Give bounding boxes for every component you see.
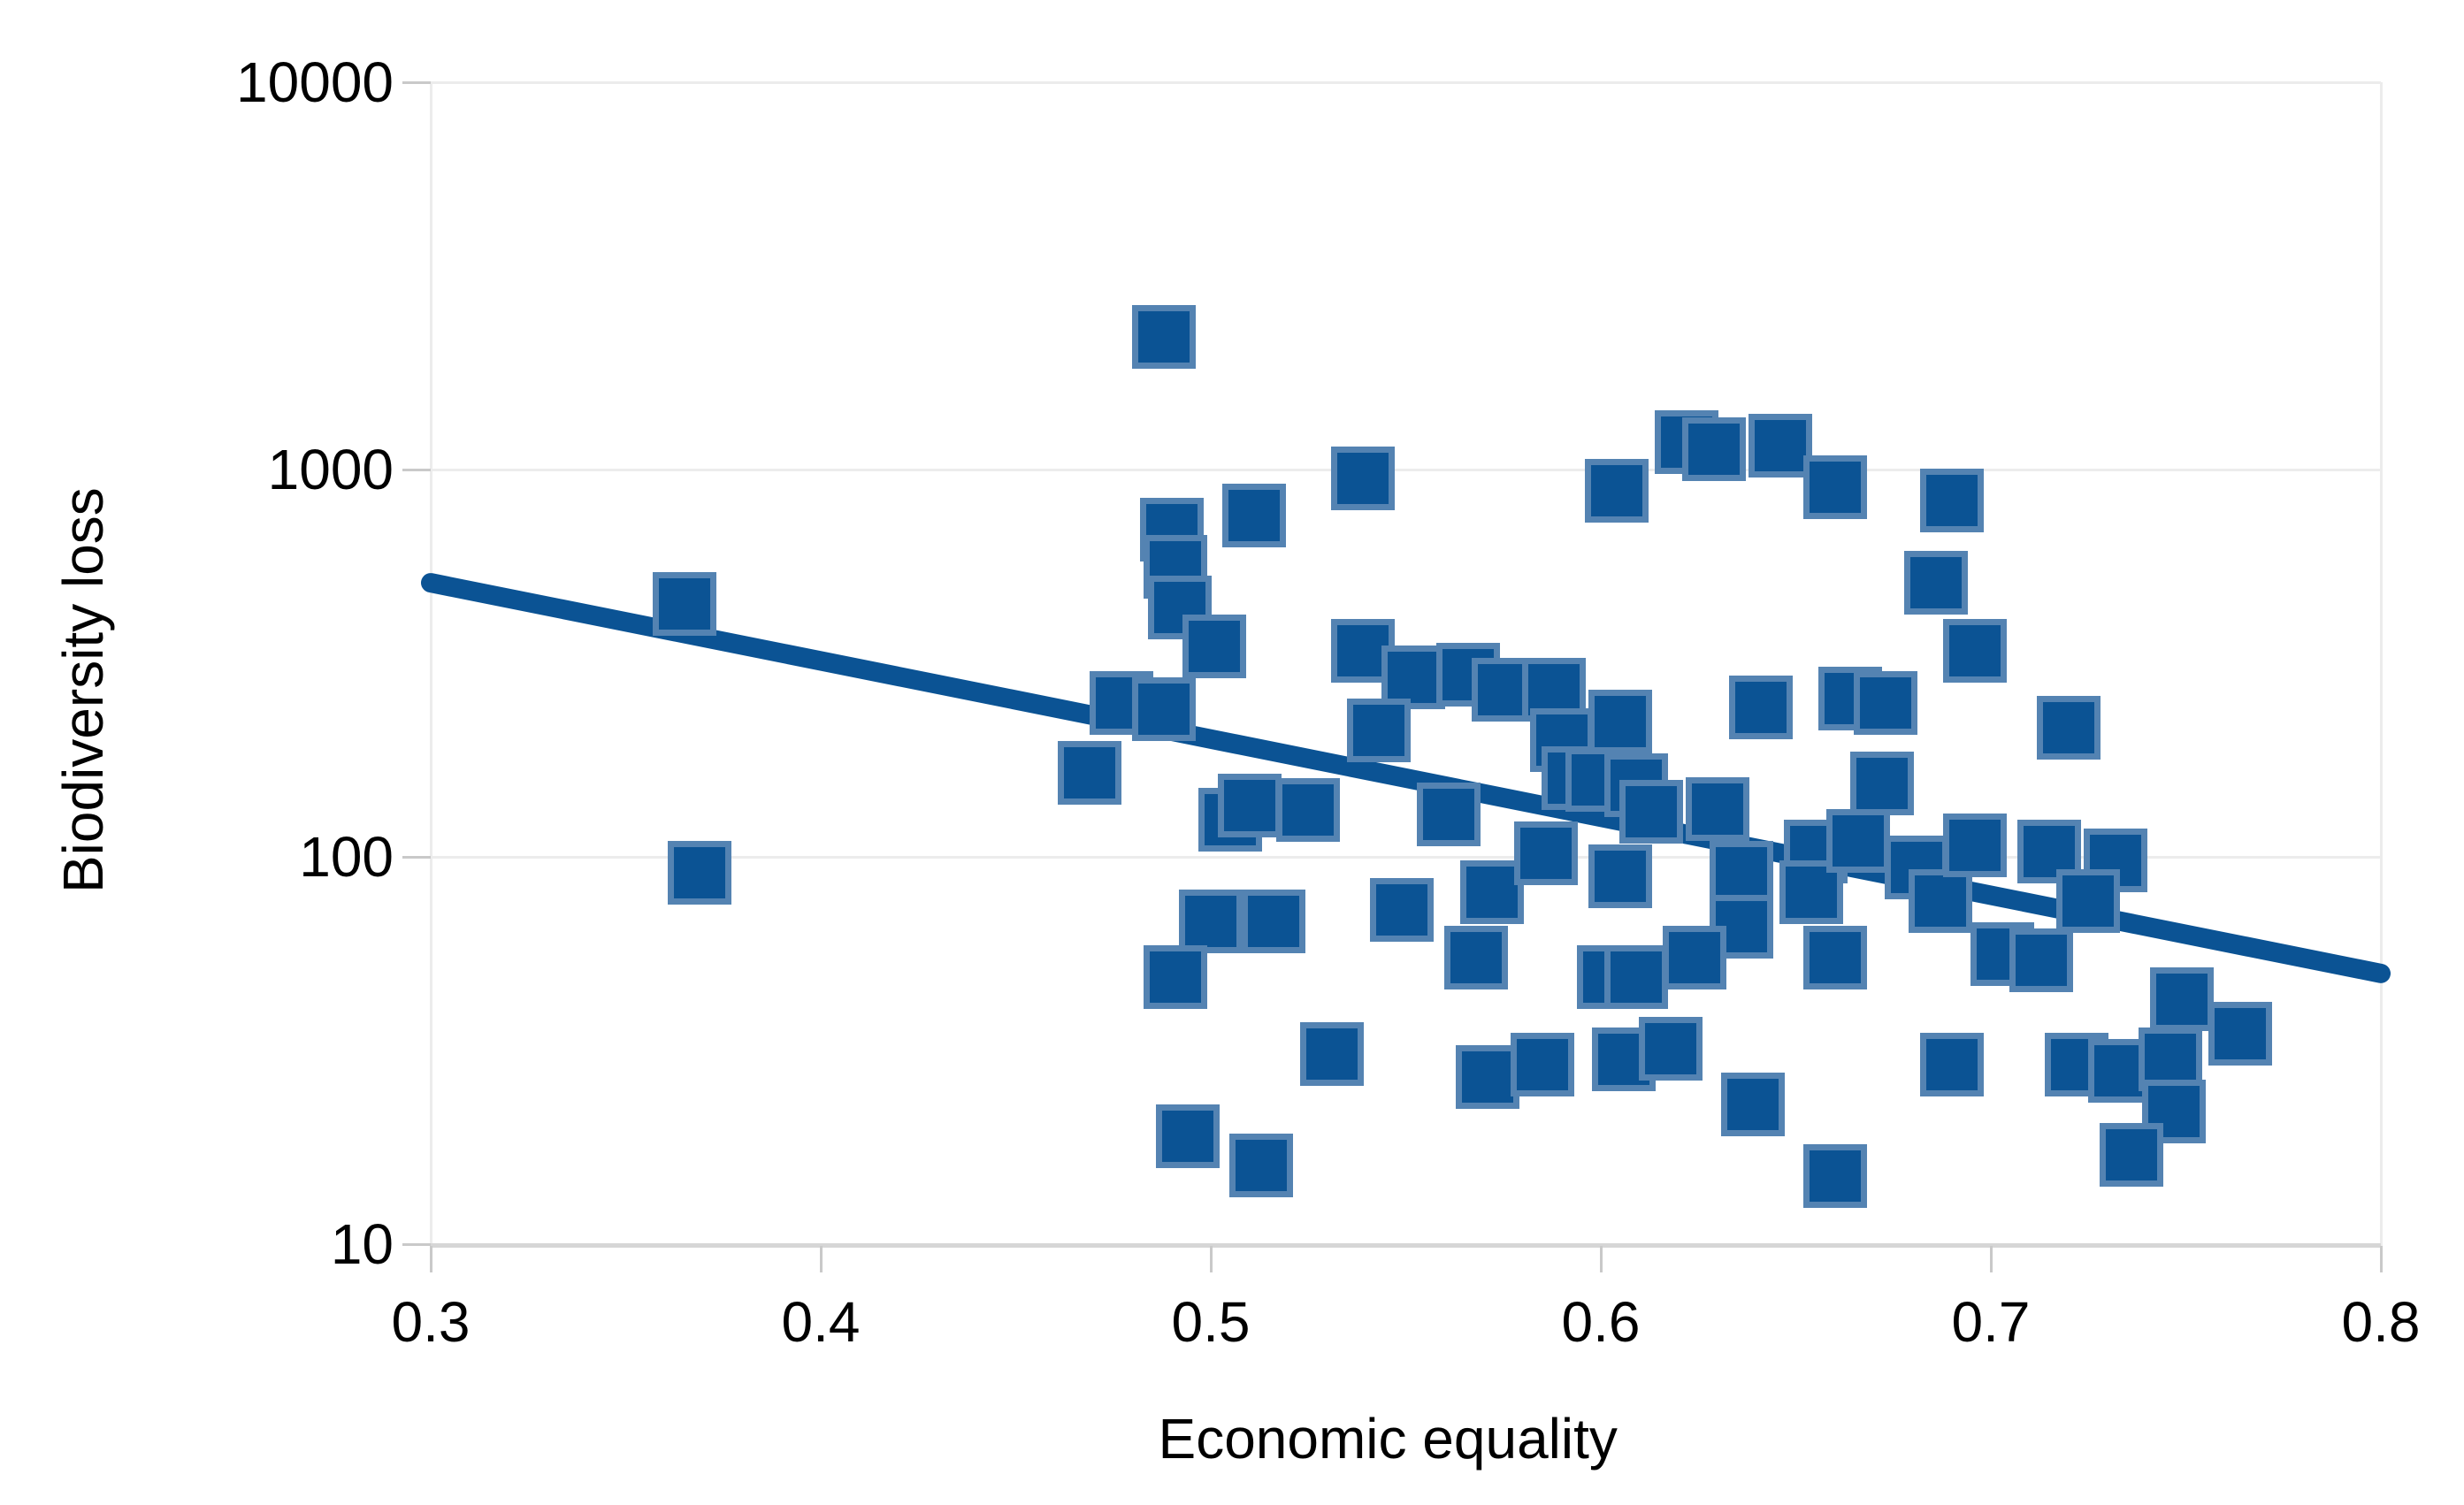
scatter-point bbox=[2009, 928, 2074, 993]
scatter-point bbox=[1853, 670, 1917, 735]
scatter-point bbox=[1728, 676, 1793, 740]
x-tick-label: 0.7 bbox=[1951, 1290, 2031, 1354]
scatter-point bbox=[1182, 614, 1247, 678]
scatter-point bbox=[2037, 695, 2101, 760]
scatter-point bbox=[1459, 860, 1524, 925]
scatter-point bbox=[1908, 868, 1972, 933]
scatter-point bbox=[1514, 821, 1579, 886]
scatter-point bbox=[1229, 1133, 1294, 1197]
plot-border-right bbox=[2380, 82, 2383, 1247]
gridline-y-10 bbox=[431, 1243, 2381, 1248]
scatter-point bbox=[1132, 677, 1197, 742]
x-tick-mark bbox=[1990, 1246, 1993, 1272]
scatter-point bbox=[1919, 1033, 1984, 1097]
scatter-point bbox=[1826, 808, 1891, 873]
y-tick-label: 1000 bbox=[267, 438, 394, 501]
scatter-point bbox=[1155, 1104, 1220, 1168]
scatter-point bbox=[1132, 305, 1197, 370]
scatter-point bbox=[1346, 699, 1411, 763]
scatter-point bbox=[652, 571, 716, 636]
x-tick-label: 0.5 bbox=[1171, 1290, 1251, 1354]
x-tick-mark bbox=[430, 1246, 432, 1272]
scatter-point bbox=[1943, 619, 2008, 684]
x-tick-mark bbox=[1600, 1246, 1603, 1272]
scatter-point bbox=[1639, 1016, 1703, 1081]
scatter-point bbox=[2056, 868, 2121, 933]
scatter-point bbox=[1849, 751, 1914, 815]
scatter-point bbox=[1904, 551, 1969, 615]
scatter-point bbox=[1588, 690, 1653, 754]
scatter-point bbox=[2208, 1001, 2273, 1066]
scatter-point bbox=[1417, 782, 1481, 846]
y-tick-label: 10000 bbox=[236, 50, 394, 114]
x-tick-label: 0.6 bbox=[1561, 1290, 1641, 1354]
scatter-point bbox=[2142, 1080, 2207, 1144]
y-tick-mark bbox=[402, 1243, 431, 1246]
y-tick-label: 100 bbox=[299, 825, 394, 889]
scatter-point bbox=[1330, 446, 1395, 510]
scatter-point bbox=[1943, 814, 2008, 878]
scatter-point bbox=[1720, 1072, 1785, 1136]
y-tick-mark bbox=[402, 469, 431, 471]
scatter-point bbox=[2150, 966, 2215, 1031]
scatter-point bbox=[668, 840, 732, 905]
scatter-point bbox=[1588, 844, 1653, 909]
scatter-point bbox=[1179, 890, 1243, 954]
gridline-y-10000 bbox=[431, 81, 2381, 84]
scatter-point bbox=[1221, 484, 1286, 548]
scatter-point bbox=[1241, 890, 1305, 954]
x-tick-mark bbox=[820, 1246, 823, 1272]
gridline-y-100 bbox=[431, 856, 2381, 859]
scatter-point bbox=[1443, 925, 1508, 989]
x-tick-mark bbox=[1210, 1246, 1213, 1272]
scatter-point bbox=[1058, 740, 1122, 805]
scatter-point bbox=[1218, 773, 1282, 837]
x-tick-mark bbox=[2380, 1246, 2383, 1272]
x-tick-label: 0.4 bbox=[781, 1290, 861, 1354]
scatter-point bbox=[1510, 1033, 1574, 1097]
scatter-point bbox=[1686, 776, 1750, 841]
scatter-point bbox=[1370, 877, 1435, 942]
scatter-point bbox=[1681, 416, 1746, 481]
plot-border-left bbox=[430, 82, 432, 1247]
scatter-point bbox=[1748, 414, 1812, 478]
gridline-y-1000 bbox=[431, 469, 2381, 471]
scatter-point bbox=[1619, 779, 1684, 844]
y-axis-title: Biodiversity loss bbox=[51, 487, 115, 893]
x-tick-label: 0.8 bbox=[2341, 1290, 2421, 1354]
scatter-point bbox=[1603, 944, 1668, 1009]
scatter-point bbox=[1802, 455, 1867, 520]
y-tick-mark bbox=[402, 856, 431, 859]
scatter-point bbox=[1456, 1045, 1520, 1110]
scatter-point bbox=[1802, 1143, 1867, 1208]
trend-line bbox=[421, 573, 2391, 983]
y-tick-label: 10 bbox=[330, 1212, 394, 1276]
scatter-point bbox=[1802, 925, 1867, 989]
scatter-point bbox=[1919, 469, 1984, 533]
scatter-point bbox=[1276, 778, 1341, 843]
x-tick-label: 0.3 bbox=[391, 1290, 471, 1354]
scatter-point bbox=[1662, 925, 1726, 989]
x-axis-title: Economic equality bbox=[1158, 1407, 1618, 1471]
scatter-point bbox=[1584, 459, 1649, 523]
y-tick-mark bbox=[402, 81, 431, 84]
scatter-point bbox=[1144, 944, 1208, 1009]
scatter-point bbox=[2099, 1123, 2163, 1188]
scatter-point bbox=[1299, 1021, 1364, 1086]
